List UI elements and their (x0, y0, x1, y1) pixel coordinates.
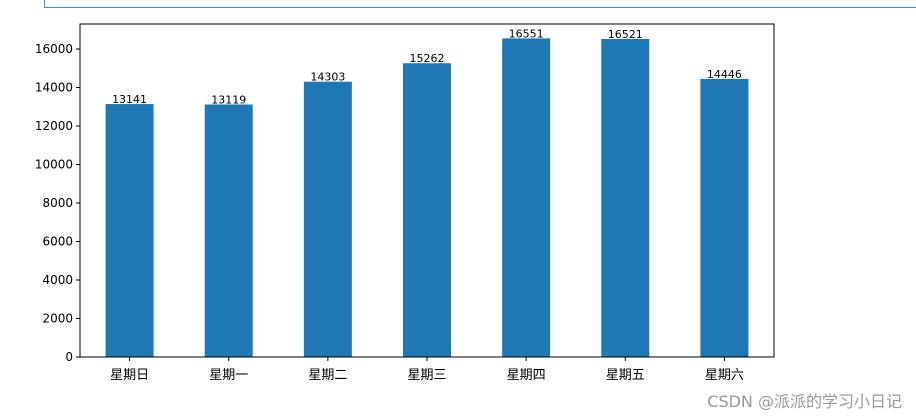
x-tick-label: 星期一 (209, 368, 248, 383)
y-tick-label: 6000 (42, 235, 73, 249)
bar-value-label: 16551 (509, 27, 544, 40)
x-axis: 星期日 星期一 星期二 星期三 星期四 星期五 星期六 (110, 357, 744, 383)
y-tick-label: 2000 (42, 312, 73, 326)
top-frame (44, 0, 916, 8)
bar-value-label: 15262 (410, 52, 445, 65)
bar-value-label: 14446 (707, 68, 742, 81)
y-axis: 0 2000 4000 6000 8000 10000 12000 14000 16000 (35, 42, 80, 364)
y-tick-label: 8000 (42, 196, 73, 210)
plot-frame (79, 23, 775, 358)
bars-group (105, 38, 749, 358)
bar-value-label: 13141 (112, 93, 147, 106)
bar-value-label: 13119 (211, 93, 246, 106)
y-tick-label: 16000 (35, 42, 73, 56)
watermark: CSDN @派派的学习小日记 (707, 392, 902, 411)
bar (700, 78, 749, 358)
bar (105, 104, 154, 357)
x-tick-label: 星期三 (407, 368, 446, 383)
y-tick-label: 14000 (35, 81, 73, 95)
y-tick-label: 12000 (35, 119, 73, 133)
bar (303, 81, 352, 357)
bar (204, 104, 253, 357)
bar (403, 63, 451, 358)
x-tick-label: 星期五 (606, 368, 645, 383)
bar-value-label: 14303 (310, 71, 345, 84)
y-tick-label: 4000 (42, 273, 73, 287)
x-tick-label: 星期四 (507, 368, 546, 383)
x-tick-label: 星期二 (308, 368, 347, 383)
bar-value-label: 16521 (608, 28, 643, 41)
value-labels-group: 13141 13119 14303 15262 16551 16521 14446 (112, 27, 742, 106)
y-tick-label: 10000 (35, 158, 73, 172)
x-tick-label: 星期六 (705, 368, 744, 383)
bar (601, 38, 650, 357)
bar (502, 38, 551, 357)
x-tick-label: 星期日 (110, 368, 149, 383)
y-tick-label: 0 (65, 350, 73, 364)
